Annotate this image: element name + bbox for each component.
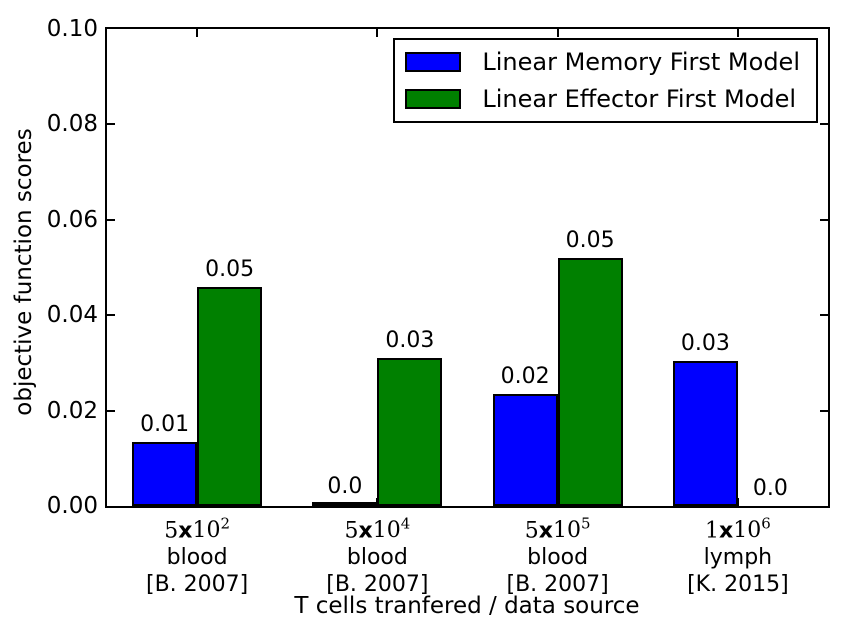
y-tick-mark-left xyxy=(107,314,115,317)
amount-times-sign: x xyxy=(719,518,734,544)
y-tick-mark-left xyxy=(107,409,115,412)
bar xyxy=(492,393,558,506)
y-tick-mark-left xyxy=(107,123,115,126)
amount-exponent: 6 xyxy=(761,515,771,533)
category-tissue: blood xyxy=(527,545,589,571)
y-tick-mark-right xyxy=(820,314,828,317)
legend-entry: Linear Memory First Model xyxy=(405,48,800,76)
amount-times-sign: x xyxy=(538,518,553,544)
amount-exponent: 4 xyxy=(400,515,411,533)
amount-coefficient: 5 xyxy=(524,518,539,544)
amount-exponent: 5 xyxy=(580,515,591,533)
category-source: [B. 2007] xyxy=(506,572,609,598)
category-source: [B. 2007] xyxy=(326,572,429,598)
amount-power: 102 xyxy=(192,515,230,544)
bar xyxy=(132,441,198,506)
y-tick-label: 0.00 xyxy=(46,493,98,519)
bar-value-label: 0.05 xyxy=(205,256,255,282)
bar-value-label: 0.05 xyxy=(565,227,615,253)
bar-value-label: 0.0 xyxy=(752,476,788,501)
category-amount: 5x102 xyxy=(107,511,287,544)
category-amount: 5x105 xyxy=(468,511,648,544)
x-category-label: 1x106 lymph [K. 2015] xyxy=(648,511,828,598)
legend-entry: Linear Effector First Model xyxy=(405,85,800,113)
y-tick-label: 0.02 xyxy=(46,397,98,424)
category-amount: 1x106 xyxy=(648,511,828,544)
y-tick-label: 0.10 xyxy=(46,16,98,42)
legend-entry-label: Linear Memory First Model xyxy=(482,48,800,76)
x-tick-mark-top xyxy=(736,29,739,37)
x-tick-mark-top xyxy=(556,29,559,37)
amount-times-sign: x xyxy=(178,518,193,544)
amount-times-sign: x xyxy=(358,518,373,544)
bar xyxy=(312,502,378,506)
category-source: [K. 2015] xyxy=(687,572,789,598)
x-axis-label: T cells tranfered / data source xyxy=(294,593,640,619)
y-tick-mark-right xyxy=(820,218,828,221)
bar xyxy=(377,358,443,506)
amount-exponent: 2 xyxy=(220,515,230,533)
x-category-label: 5x105 blood [B. 2007] xyxy=(468,511,648,598)
category-source: [B. 2007] xyxy=(146,572,249,598)
bar xyxy=(197,286,263,506)
amount-power: 104 xyxy=(372,515,411,544)
y-tick-label: 0.04 xyxy=(46,302,98,329)
bar xyxy=(672,360,738,506)
legend: Linear Memory First Model Linear Effector… xyxy=(393,38,818,123)
x-tick-mark-top xyxy=(376,29,379,37)
y-tick-mark-right xyxy=(820,123,828,126)
amount-coefficient: 5 xyxy=(344,518,359,544)
amount-power: 106 xyxy=(733,515,771,544)
x-tick-mark-bottom xyxy=(736,498,739,506)
x-tick-mark-top xyxy=(196,29,199,37)
amount-coefficient: 1 xyxy=(705,518,720,544)
category-tissue: blood xyxy=(166,545,228,571)
amount-power: 105 xyxy=(552,515,591,544)
category-tissue: lymph xyxy=(703,545,773,571)
y-tick-label: 0.06 xyxy=(46,206,98,233)
bar-value-label: 0.0 xyxy=(327,473,363,499)
bar-value-label: 0.03 xyxy=(385,328,435,354)
y-tick-mark-left xyxy=(107,218,115,221)
bar-value-label: 0.02 xyxy=(500,363,550,389)
legend-swatch xyxy=(405,89,462,109)
legend-entry-label: Linear Effector First Model xyxy=(482,85,797,113)
x-category-label: 5x104 blood [B. 2007] xyxy=(287,511,467,598)
plot-area: Linear Memory First Model Linear Effector… xyxy=(105,27,830,508)
bar xyxy=(557,257,623,506)
category-amount: 5x104 xyxy=(287,511,467,544)
category-tissue: blood xyxy=(346,545,408,571)
y-tick-label: 0.08 xyxy=(46,111,98,138)
bar-value-label: 0.03 xyxy=(680,330,730,356)
x-category-label: 5x102 blood [B. 2007] xyxy=(107,511,287,598)
bar-value-label: 0.01 xyxy=(140,411,190,437)
legend-swatch xyxy=(405,52,462,72)
amount-coefficient: 5 xyxy=(164,518,179,544)
y-tick-mark-right xyxy=(820,409,828,412)
